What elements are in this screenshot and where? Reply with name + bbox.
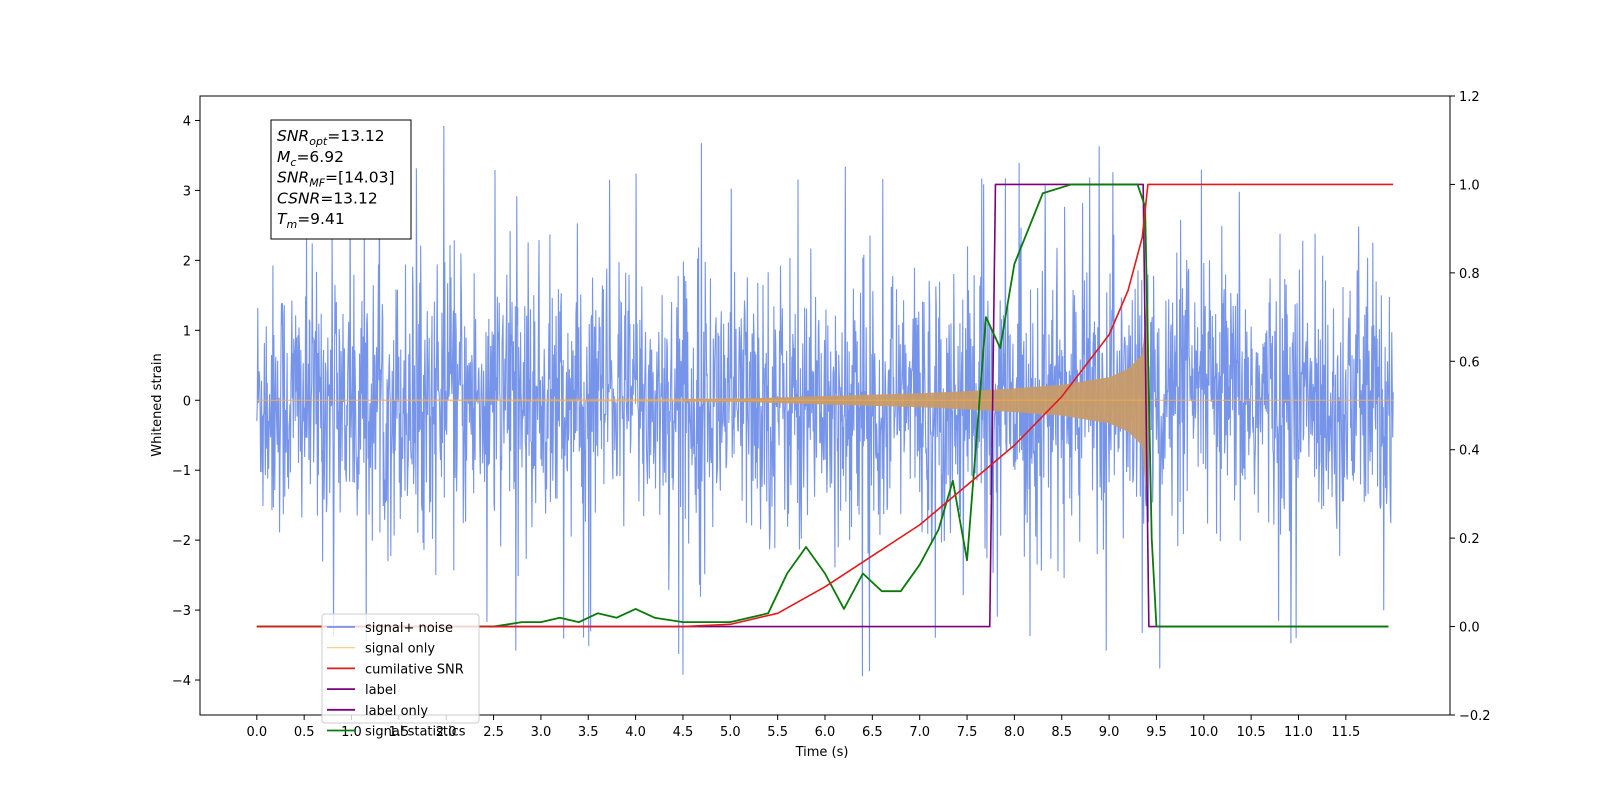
annotation-line: SNRopt=13.12 bbox=[277, 127, 385, 148]
x-tick-label: 1.0 bbox=[341, 725, 362, 740]
legend-label: signal statistics bbox=[365, 725, 466, 740]
legend-label: signal only bbox=[365, 642, 435, 657]
x-tick-label: 3.0 bbox=[531, 725, 552, 740]
y-axis-left: −4 −3 −2 −1 0 1 2 3 4 bbox=[172, 114, 200, 689]
legend: signal+ noise signal only cumilative SNR la… bbox=[321, 613, 480, 740]
y-left-tick-label: −4 bbox=[172, 674, 191, 689]
y-right-tick-label: 0.6 bbox=[1459, 355, 1480, 370]
x-tick-label: 8.5 bbox=[1051, 725, 1072, 740]
x-tick-label: 9.5 bbox=[1146, 725, 1167, 740]
x-tick-label: 9.0 bbox=[1099, 725, 1120, 740]
x-tick-label: 2.0 bbox=[436, 725, 457, 740]
x-tick-label: 2.5 bbox=[483, 725, 504, 740]
x-axis-label: Time (s) bbox=[795, 745, 849, 760]
x-tick-label: 0.0 bbox=[246, 725, 267, 740]
x-tick-label: 5.0 bbox=[720, 725, 741, 740]
annotation-line: CSNR=13.12 bbox=[277, 189, 378, 207]
x-tick-label: 4.5 bbox=[673, 725, 694, 740]
y-right-tick-label: −0.2 bbox=[1459, 709, 1491, 724]
x-tick-label: 5.5 bbox=[767, 725, 788, 740]
x-tick-label: 6.5 bbox=[862, 725, 883, 740]
series-line-signal-plus-noise bbox=[256, 125, 1394, 677]
legend-label: label bbox=[365, 683, 396, 698]
y-axis-label-left: Whitened strain bbox=[150, 353, 165, 456]
right-axis-data-layer bbox=[256, 183, 1394, 628]
x-tick-label: 7.0 bbox=[909, 725, 930, 740]
y-right-tick-label: 0.4 bbox=[1459, 444, 1480, 459]
y-left-tick-label: −2 bbox=[172, 534, 191, 549]
y-left-tick-label: 1 bbox=[183, 324, 191, 339]
y-left-tick-label: 3 bbox=[183, 184, 191, 199]
y-left-tick-label: 4 bbox=[183, 114, 191, 129]
x-tick-label: 10.0 bbox=[1189, 725, 1218, 740]
x-tick-label: 10.5 bbox=[1237, 725, 1266, 740]
y-right-tick-label: 1.2 bbox=[1459, 90, 1480, 105]
x-tick-label: 8.0 bbox=[1004, 725, 1025, 740]
y-right-tick-label: 0.2 bbox=[1459, 532, 1480, 547]
stats-annotation-box: SNRopt=13.12Mc=6.92SNRMF=[14.03]CSNR=13.… bbox=[270, 119, 412, 240]
annotation-line: SNRMF=[14.03] bbox=[277, 169, 395, 190]
y-right-tick-label: 0.0 bbox=[1459, 621, 1480, 636]
annotation-line: Mc=6.92 bbox=[277, 148, 344, 169]
x-axis: 0.0 0.5 1.0 1.5 2.0 2.5 3.0 3.5 4.0 4.5 5.0 5.5 6.0 6… bbox=[246, 715, 1360, 740]
annotation-line: Tm=9.41 bbox=[277, 210, 345, 231]
y-left-tick-label: −1 bbox=[172, 464, 191, 479]
y-right-tick-label: 0.8 bbox=[1459, 267, 1480, 282]
x-tick-label: 1.5 bbox=[389, 725, 410, 740]
y-right-tick-label: 1.0 bbox=[1459, 178, 1480, 193]
x-tick-label: 3.5 bbox=[578, 725, 599, 740]
legend-label: cumilative SNR bbox=[365, 662, 464, 677]
y-left-tick-label: −3 bbox=[172, 604, 191, 619]
legend-label: label only bbox=[365, 704, 428, 719]
x-tick-label: 0.5 bbox=[294, 725, 315, 740]
series-line-cumilative-snr bbox=[256, 183, 1394, 628]
y-axis-right: −0.2 0.0 0.2 0.4 0.6 0.8 1.0 1.2 bbox=[1450, 90, 1491, 724]
x-tick-label: 11.0 bbox=[1284, 725, 1313, 740]
legend-frame bbox=[321, 613, 480, 724]
left-axis-data-layer bbox=[256, 125, 1394, 677]
x-tick-label: 4.0 bbox=[625, 725, 646, 740]
x-tick-label: 7.5 bbox=[957, 725, 978, 740]
legend-label: signal+ noise bbox=[365, 621, 453, 636]
x-tick-label: 11.5 bbox=[1331, 725, 1360, 740]
x-tick-label: 6.0 bbox=[815, 725, 836, 740]
series-line-signal-statistics bbox=[256, 183, 1389, 628]
y-left-tick-label: 2 bbox=[183, 254, 191, 269]
annotation-frame bbox=[270, 119, 412, 240]
y-left-tick-label: 0 bbox=[183, 394, 191, 409]
